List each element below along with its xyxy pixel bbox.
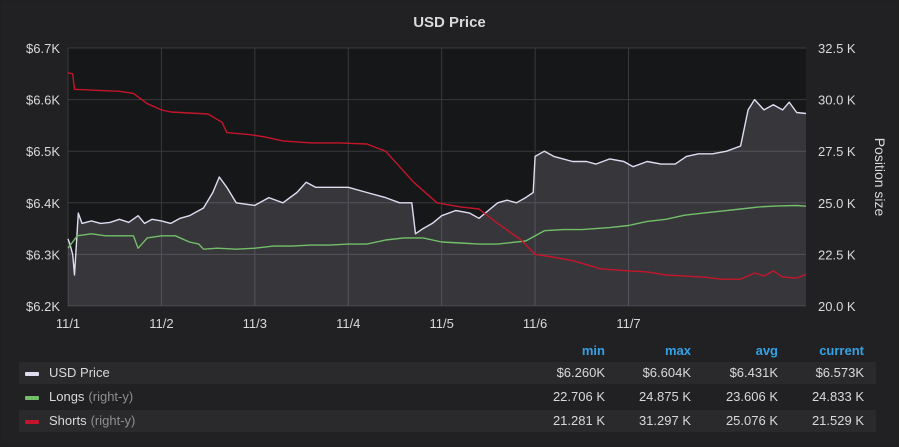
axes: $6.2K $6.3K $6.4K $6.5K $6.6K $6.7K 20.0 K 22.5…	[26, 41, 888, 331]
legend-min-usd-price: $6.260K	[556, 365, 605, 380]
legend-label-usd-price[interactable]: USD Price	[49, 365, 110, 380]
legend-avg-shorts: 25.076 K	[725, 413, 778, 428]
legend-avg-longs: 23.606 K	[725, 389, 778, 404]
legend-label-longs[interactable]: Longs	[49, 389, 85, 404]
series-line-longs	[67, 204, 807, 250]
legend-axis-note-longs: (right-y)	[88, 389, 134, 404]
legend-current-longs: 24.833 K	[811, 389, 864, 404]
x-tick-label: 11/6	[523, 316, 547, 331]
y-left-tick-label: $6.5K	[26, 144, 60, 159]
legend-label-shorts[interactable]: Shorts	[49, 413, 87, 428]
x-tick-label: 11/5	[429, 316, 453, 331]
legend-swatch-longs[interactable]	[25, 396, 39, 400]
y-left-tick-label: $6.2K	[26, 299, 60, 314]
x-tick-label: 11/3	[243, 316, 267, 331]
grid	[67, 47, 806, 307]
legend-max-longs: 24.875 K	[638, 389, 691, 404]
y-left-tick-label: $6.3K	[26, 247, 60, 262]
y-right-tick-label: 30.0 K	[818, 93, 856, 108]
x-tick-label: 11/1	[56, 316, 80, 331]
legend-header-min[interactable]: min	[581, 343, 605, 358]
legend-max-usd-price: $6.604K	[642, 365, 691, 380]
x-tick-label: 11/7	[616, 316, 640, 331]
series-line-usd-price	[67, 98, 807, 276]
legend-current-shorts: 21.529 K	[811, 413, 864, 428]
y-right-tick-label: 22.5 K	[818, 247, 856, 262]
y-left-tick-label: $6.6K	[26, 93, 60, 108]
series-line-shorts	[67, 72, 807, 280]
legend-header-current[interactable]: current	[819, 343, 864, 358]
legend-swatch-usd-price[interactable]	[25, 372, 39, 376]
legend-min-shorts: 21.281 K	[552, 413, 605, 428]
series-layer	[67, 72, 807, 306]
chart: $6.2K $6.3K $6.4K $6.5K $6.6K $6.7K 20.0 K 22.5…	[26, 41, 888, 331]
panel-title[interactable]: USD Price	[413, 14, 486, 31]
series-fill-usd-price	[68, 99, 806, 306]
legend-header-avg[interactable]: avg	[755, 343, 778, 358]
y-left-tick-label: $6.7K	[26, 41, 60, 56]
legend-max-shorts: 31.297 K	[638, 413, 691, 428]
legend-header-max[interactable]: max	[664, 343, 691, 358]
legend-row-shorts[interactable]: Shorts (right-y) 21.281 K 31.297 K 25.076…	[19, 410, 876, 432]
y-left-tick-label: $6.4K	[26, 196, 60, 211]
y-right-axis-label: Position size	[872, 138, 888, 217]
y-right-tick-label: 20.0 K	[818, 299, 856, 314]
x-tick-label: 11/2	[149, 316, 173, 331]
legend-row-longs[interactable]: Longs (right-y) 22.706 K 24.875 K 23.606 …	[19, 386, 876, 408]
legend-avg-usd-price: $6.431K	[729, 365, 778, 380]
plot-area	[68, 48, 806, 306]
legend-min-longs: 22.706 K	[552, 389, 605, 404]
legend-axis-note-shorts: (right-y)	[90, 413, 136, 428]
y-right-tick-label: 32.5 K	[818, 41, 856, 56]
y-right-tick-label: 27.5 K	[818, 144, 856, 159]
x-tick-label: 11/4	[336, 316, 360, 331]
y-right-tick-label: 25.0 K	[818, 196, 856, 211]
legend-current-usd-price: $6.573K	[815, 365, 864, 380]
legend-swatch-shorts[interactable]	[25, 420, 39, 424]
legend-row-usd-price[interactable]: USD Price $6.260K $6.604K $6.431K $6.573…	[19, 362, 876, 384]
